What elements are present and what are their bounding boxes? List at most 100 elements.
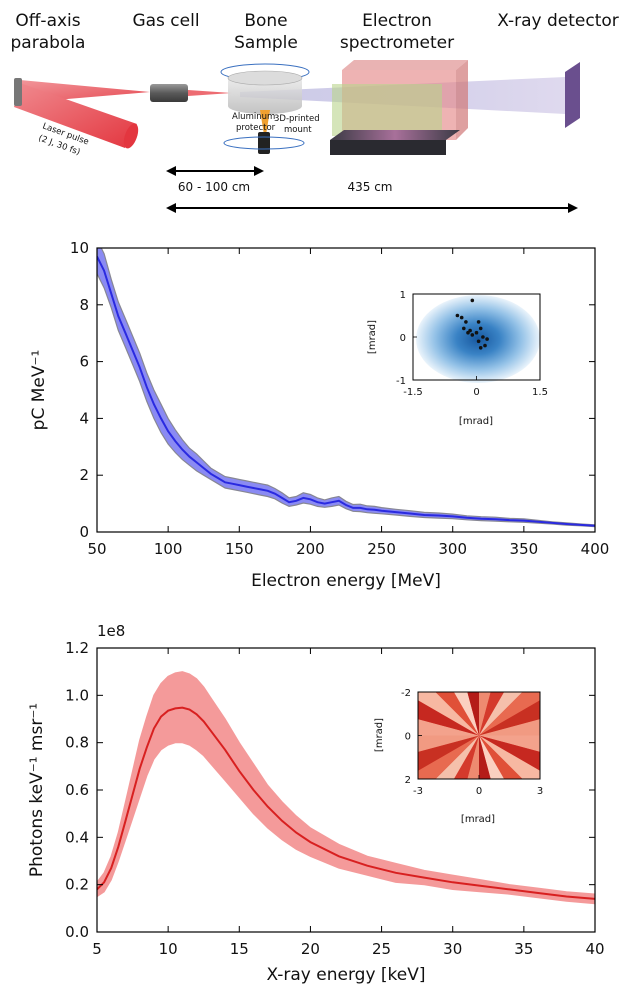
inset-x-tick-label: -3 bbox=[413, 786, 423, 797]
inset-point bbox=[468, 328, 472, 333]
inset1-y-label: [mrad] bbox=[367, 320, 378, 354]
inset-x-tick-label: 0 bbox=[476, 786, 482, 797]
inset-ray bbox=[418, 692, 479, 736]
y-tick-label: 1.0 bbox=[65, 686, 89, 704]
inset-point bbox=[464, 320, 468, 324]
inset2-y-label: [mrad] bbox=[374, 718, 385, 752]
x-tick-label: 20 bbox=[301, 940, 320, 958]
inset-y-tick-label: 2 bbox=[405, 775, 411, 786]
label-distance-short: 60 - 100 cm bbox=[178, 180, 250, 194]
y-tick-label: 0.2 bbox=[65, 876, 89, 894]
parabola-mirror bbox=[14, 78, 22, 106]
inset-y-tick-label: -2 bbox=[401, 688, 411, 699]
y-tick-label: 6 bbox=[79, 353, 89, 371]
xray-y-axis-label: Photons keV⁻¹ msr⁻¹ bbox=[27, 703, 47, 877]
inset-ray bbox=[418, 735, 479, 771]
inset-ray bbox=[418, 700, 479, 736]
label-mount-2: mount bbox=[284, 125, 312, 135]
inset1-x-label: [mrad] bbox=[459, 416, 493, 427]
bone-sample bbox=[220, 63, 310, 154]
x-tick-label: 350 bbox=[510, 540, 539, 558]
series-line-1 bbox=[97, 706, 595, 900]
y-tick-label: 0.8 bbox=[65, 734, 89, 752]
label-bone-2: Sample bbox=[234, 33, 298, 53]
label-distance-long: 435 cm bbox=[347, 180, 392, 194]
x-tick-label: 250 bbox=[367, 540, 396, 558]
inset-point bbox=[476, 320, 481, 324]
electron-plot-frame bbox=[96, 247, 596, 533]
inset-ray bbox=[479, 735, 505, 779]
x-tick-label: 15 bbox=[230, 940, 249, 958]
y-tick-label: 1.2 bbox=[65, 639, 89, 657]
inset-point bbox=[483, 343, 487, 348]
xray-detector bbox=[565, 62, 580, 128]
xray-x-axis-label: X-ray energy [keV] bbox=[266, 965, 425, 985]
x-tick-label: 50 bbox=[87, 540, 106, 558]
inset-ray bbox=[479, 735, 540, 779]
gas-cell bbox=[150, 84, 188, 102]
laser-pulse-end bbox=[123, 123, 139, 149]
inset-x-tick-label: 3 bbox=[537, 786, 543, 797]
distance-long-arrow bbox=[166, 203, 578, 213]
x-tick-label: 10 bbox=[159, 940, 178, 958]
xray-offset-label: 1e8 bbox=[97, 622, 125, 640]
label-spectrometer-2: spectrometer bbox=[340, 33, 454, 53]
y-tick-label: 8 bbox=[79, 296, 89, 314]
series-line-0 bbox=[97, 256, 595, 527]
inset-point bbox=[481, 335, 485, 339]
label-aluminum-2: protector bbox=[236, 123, 276, 133]
inset-ray bbox=[479, 735, 491, 779]
inset-point bbox=[462, 326, 466, 331]
inset-x-tick-label: 1.5 bbox=[532, 387, 548, 398]
y-tick-label: 2 bbox=[79, 466, 89, 484]
electron-spectrometer bbox=[330, 60, 468, 155]
label-aluminum-1: Aluminum bbox=[232, 112, 275, 122]
inset-ray bbox=[479, 692, 540, 736]
x-tick-label: 400 bbox=[581, 540, 610, 558]
x-tick-label: 25 bbox=[372, 940, 391, 958]
series-band-1 bbox=[97, 671, 595, 905]
laser-pulse bbox=[14, 83, 137, 148]
y-tick-label: 0.4 bbox=[65, 828, 89, 846]
inset-ray bbox=[418, 735, 479, 779]
inset-y-tick-label: 0 bbox=[405, 732, 411, 743]
y-tick-label: 0.6 bbox=[65, 781, 89, 799]
y-tick-label: 0.0 bbox=[65, 923, 89, 941]
electron-beam-profile-inset: -1.5 0 1.5 -1 0 1 [mrad] [mrad] bbox=[367, 290, 548, 427]
x-tick-label: 200 bbox=[296, 540, 325, 558]
series-band-0 bbox=[97, 248, 595, 528]
xray-beam-profile-inset: -3 0 3 -2 0 2 [mrad] [mrad] bbox=[374, 688, 543, 825]
inset-ray bbox=[453, 692, 479, 736]
inset-ray bbox=[435, 735, 479, 779]
inset-ray bbox=[479, 719, 540, 736]
x-tick-label: 35 bbox=[514, 940, 533, 958]
label-parabola-1: Off-axis bbox=[15, 11, 80, 31]
inset-point bbox=[470, 333, 475, 337]
y-tick-label: 10 bbox=[70, 239, 89, 257]
inset-point bbox=[485, 337, 489, 341]
inset-y-tick-label: 0 bbox=[400, 333, 406, 344]
inset-point bbox=[455, 313, 460, 318]
inset-point bbox=[478, 346, 483, 350]
x-tick-label: 30 bbox=[443, 940, 462, 958]
inset-ray bbox=[479, 692, 491, 736]
inset-x-tick-label: -1.5 bbox=[403, 387, 423, 398]
inset-point bbox=[459, 315, 464, 320]
inset-point bbox=[476, 339, 481, 344]
label-gas-cell: Gas cell bbox=[132, 11, 199, 31]
xray-spectrum-chart: 5 10 15 20 25 30 35 400.00.20.40.60.81.01.2 1e8… bbox=[27, 622, 605, 985]
x-tick-label: 5 bbox=[92, 940, 102, 958]
xray-plot-frame bbox=[96, 647, 596, 933]
inset-x-tick-label: 0 bbox=[473, 387, 479, 398]
inset-y-tick-label: 1 bbox=[400, 290, 406, 301]
laser-focus bbox=[188, 90, 232, 96]
inset-ray bbox=[479, 735, 540, 752]
inset-ray bbox=[453, 735, 479, 779]
electron-y-axis-label: pC MeV⁻¹ bbox=[29, 350, 49, 431]
inset2-x-label: [mrad] bbox=[461, 814, 495, 825]
x-tick-label: 40 bbox=[585, 940, 604, 958]
label-mount-1: 3D-printed bbox=[274, 114, 320, 124]
inset-point bbox=[470, 298, 475, 303]
